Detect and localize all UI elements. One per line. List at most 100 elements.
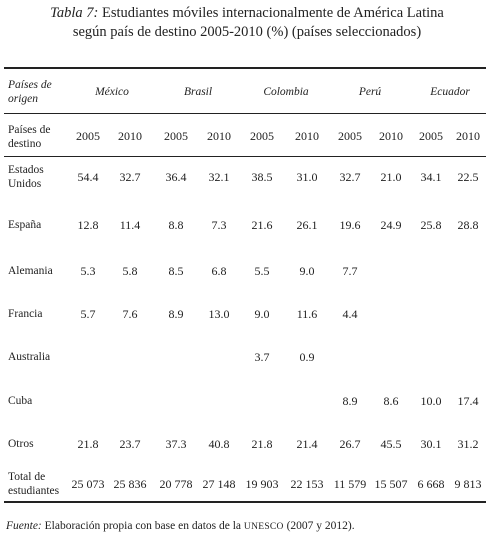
table-cell: 21.0: [380, 170, 402, 184]
table-cell: 26.7: [339, 437, 361, 451]
table-cell: 24.9: [380, 218, 402, 232]
footnote-org: UNESCO: [243, 522, 284, 532]
table-cell: 22.5: [457, 170, 479, 184]
table-cell: 13.0: [208, 307, 230, 321]
table-cell: 7.7: [342, 264, 358, 278]
footnote: Fuente: Elaboración propia con base en d…: [6, 520, 355, 532]
top-rule: [4, 67, 486, 69]
table-cell: 8.5: [168, 264, 184, 278]
table-cell: 19 903: [245, 477, 279, 491]
table-cell: 21.8: [77, 437, 99, 451]
table-cell: 5.3: [80, 264, 96, 278]
table-cell: 9 813: [454, 477, 482, 491]
row-label: Unidos: [8, 178, 42, 190]
country-header-colombia: Colombia: [263, 86, 309, 98]
row-label: Cuba: [8, 395, 33, 407]
table-cell: 54.4: [77, 170, 99, 184]
table-cell: 9.0: [254, 307, 270, 321]
table-cell: 4.4: [342, 307, 358, 321]
table-cell: 21.6: [251, 218, 273, 232]
table-cell: 20 778: [159, 477, 193, 491]
row-label: Alemania: [8, 265, 53, 277]
table-cell: 25 073: [71, 477, 105, 491]
table-cell: 25 836: [113, 477, 147, 491]
table-cell: 34.1: [420, 170, 442, 184]
header-rule: [4, 113, 486, 114]
table-cell: 32.7: [339, 170, 361, 184]
table-cell: 8.9: [342, 394, 358, 408]
destination-label: destino: [8, 138, 42, 150]
table-cell: 10.0: [420, 394, 442, 408]
year-header: 2010: [379, 129, 403, 143]
year-header: 2010: [207, 129, 231, 143]
table-cell: 30.1: [420, 437, 442, 451]
country-header-méxico: México: [95, 86, 129, 98]
table-cell: 22 153: [290, 477, 324, 491]
origin-label: Países de: [8, 79, 52, 91]
title-line-2: según país de destino 2005-2010 (%) (paí…: [72, 24, 422, 40]
table-cell: 17.4: [457, 394, 479, 408]
footnote-text-after: (2007 y 2012).: [286, 520, 355, 532]
footnote-label: Fuente:: [6, 520, 42, 532]
table-cell: 27 148: [202, 477, 236, 491]
title-line-1: Estudiantes móviles internacionalmente d…: [102, 5, 444, 21]
table-cell: 0.9: [299, 350, 315, 364]
table-cell: 7.6: [122, 307, 138, 321]
country-header-ecuador: Ecuador: [430, 86, 470, 98]
country-header-brasil: Brasil: [183, 86, 213, 98]
table-cell: 37.3: [165, 437, 187, 451]
table-cell: 38.5: [251, 170, 273, 184]
row-label: estudiantes: [8, 485, 60, 497]
origin-label: origen: [8, 93, 39, 105]
year-header: 2005: [338, 129, 362, 143]
table-cell: 36.4: [165, 170, 187, 184]
year-header: 2005: [419, 129, 443, 143]
table-cell: 40.8: [208, 437, 230, 451]
table-cell: 45.5: [380, 437, 402, 451]
row-label: Otros: [8, 438, 34, 450]
row-label: España: [8, 219, 42, 231]
year-header: 2010: [456, 129, 480, 143]
table-cell: 19.6: [339, 218, 361, 232]
title-label: Tabla 7:: [50, 5, 99, 21]
country-header-perú: Perú: [358, 86, 382, 98]
body-rule: [4, 156, 486, 157]
bottom-rule: [4, 501, 486, 503]
table-cell: 5.5: [254, 264, 270, 278]
table-cell: 6 668: [417, 477, 445, 491]
table-cell: 8.9: [168, 307, 184, 321]
table-cell: 31.2: [457, 437, 479, 451]
row-label: Australia: [8, 351, 51, 363]
table-cell: 26.1: [296, 218, 318, 232]
year-header: 2005: [250, 129, 274, 143]
table-cell: 21.4: [296, 437, 318, 451]
table-cell: 31.0: [296, 170, 318, 184]
year-header: 2010: [295, 129, 319, 143]
year-header: 2005: [164, 129, 188, 143]
row-label: Estados: [8, 164, 44, 176]
table-cell: 32.1: [208, 170, 230, 184]
destination-label: Países de: [8, 124, 51, 136]
table-cell: 5.8: [122, 264, 138, 278]
table-cell: 12.8: [77, 218, 99, 232]
table-cell: 11.6: [296, 307, 318, 321]
table-cell: 32.7: [119, 170, 141, 184]
table-cell: 21.8: [251, 437, 273, 451]
table-cell: 8.6: [383, 394, 399, 408]
table-cell: 8.8: [168, 218, 184, 232]
year-header: 2005: [76, 129, 100, 143]
table-cell: 7.3: [211, 218, 227, 232]
table-cell: 6.8: [211, 264, 227, 278]
table-cell: 3.7: [254, 350, 270, 364]
table-cell: 25.8: [420, 218, 442, 232]
table-cell: 15 507: [374, 477, 408, 491]
footnote-text: Elaboración propia con base en datos de …: [44, 520, 242, 532]
table-cell: 5.7: [80, 307, 96, 321]
table-cell: 28.8: [457, 218, 479, 232]
table-cell: 11.4: [119, 218, 141, 232]
table-cell: 11 579: [333, 477, 367, 491]
row-label: Total de: [8, 471, 46, 483]
year-header: 2010: [118, 129, 142, 143]
row-label: Francia: [8, 308, 43, 320]
table-title: Tabla 7: Estudiantes móviles internacion…: [0, 4, 494, 42]
